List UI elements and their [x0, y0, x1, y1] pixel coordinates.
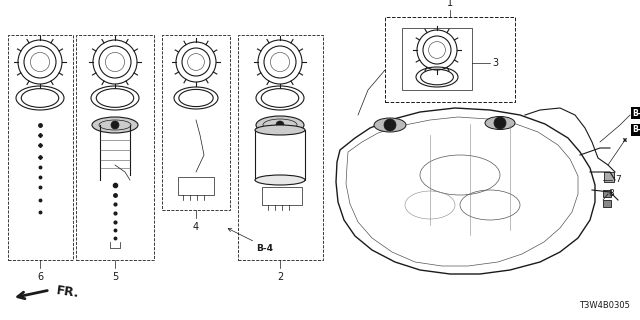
Bar [162, 35, 230, 210]
Bar [402, 28, 472, 90]
Bar [238, 35, 323, 260]
Circle shape [384, 119, 396, 131]
Ellipse shape [374, 118, 406, 132]
Text: 8: 8 [608, 189, 614, 198]
Text: B-4-20: B-4-20 [632, 108, 640, 117]
Bar [255, 130, 305, 180]
Circle shape [494, 117, 506, 129]
Text: 7: 7 [615, 175, 621, 185]
Text: 3: 3 [492, 58, 498, 68]
Ellipse shape [92, 117, 138, 133]
Bar [385, 17, 515, 102]
Bar [603, 200, 611, 207]
Bar [262, 187, 302, 205]
Text: T3W4B0305: T3W4B0305 [579, 301, 630, 310]
Text: 4: 4 [193, 222, 199, 232]
Text: 6: 6 [37, 272, 43, 282]
Bar [76, 35, 154, 260]
Text: FR.: FR. [55, 284, 80, 300]
Text: B-3: B-3 [632, 125, 640, 134]
Text: B-3: B-3 [632, 125, 640, 134]
Text: 5: 5 [112, 272, 118, 282]
Bar [178, 177, 214, 195]
Circle shape [111, 121, 119, 129]
Ellipse shape [255, 175, 305, 185]
Bar [603, 190, 611, 197]
Ellipse shape [255, 125, 305, 135]
Text: 2: 2 [277, 272, 283, 282]
Bar [604, 172, 614, 182]
Text: B-4-20: B-4-20 [632, 108, 640, 117]
Text: B-4: B-4 [256, 244, 273, 253]
Ellipse shape [256, 116, 304, 134]
Circle shape [276, 121, 284, 129]
Ellipse shape [485, 116, 515, 130]
Text: 1: 1 [447, 0, 453, 8]
Bar [8, 35, 73, 260]
